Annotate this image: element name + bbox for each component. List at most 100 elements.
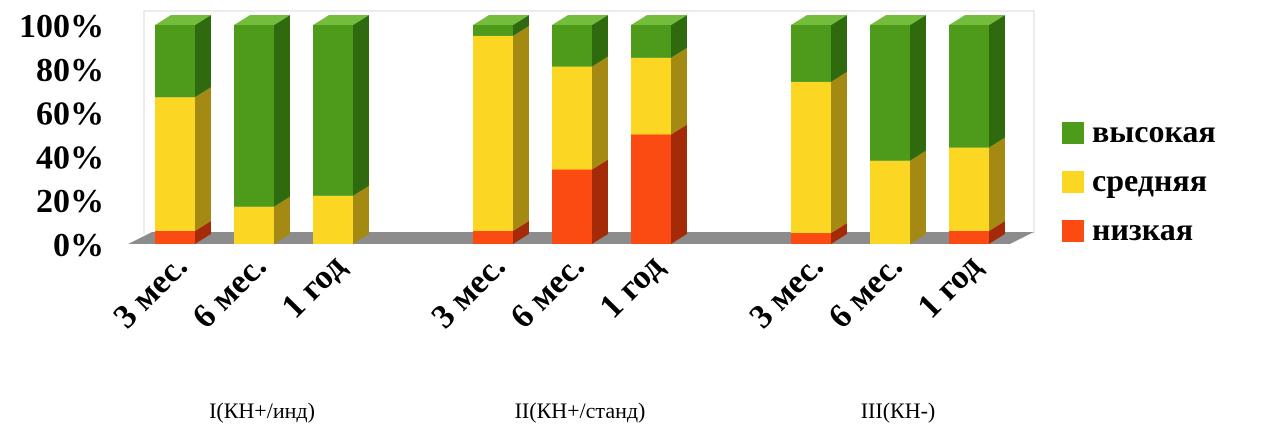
y-tick-label: 100% xyxy=(19,8,104,45)
bar-segment-front xyxy=(313,25,353,196)
bar-segment-front xyxy=(552,66,592,170)
bar-segment xyxy=(791,71,847,234)
bar-segment-side xyxy=(195,15,211,98)
y-tick-label: 60% xyxy=(36,96,104,133)
bar-segment-front xyxy=(631,25,671,58)
bar-segment-front xyxy=(155,97,195,231)
bar-segment-side xyxy=(274,15,290,207)
bar-segment-front xyxy=(949,230,989,244)
bar-segment-side xyxy=(195,220,211,244)
bar-segment-side xyxy=(671,15,687,58)
bar-segment xyxy=(552,159,608,244)
bar-segment-front xyxy=(552,169,592,244)
x-tick-label: 1 год xyxy=(275,247,353,325)
legend-label: низкая xyxy=(1092,211,1193,247)
x-tick-label: 1 год xyxy=(593,247,671,325)
legend-swatch xyxy=(1062,171,1084,193)
legend-item: высокая xyxy=(1062,113,1216,149)
bar-segment-front xyxy=(473,230,513,244)
bar-segment-top xyxy=(234,15,290,25)
bar-segment-front xyxy=(949,25,989,148)
bar-segment-top xyxy=(870,15,926,25)
bar-segment-top xyxy=(313,15,369,25)
x-tick-label: 3 мес. xyxy=(424,247,512,335)
bar-segment-side xyxy=(831,71,847,234)
bar-segment xyxy=(155,87,211,231)
bar-segment-front xyxy=(155,230,195,244)
bar-segment xyxy=(234,15,290,207)
bar-group xyxy=(155,15,369,244)
y-tick-label: 20% xyxy=(36,183,104,220)
bar-segment-side xyxy=(831,15,847,82)
bar-segment-side xyxy=(831,223,847,244)
x-tick-label: 6 мес. xyxy=(503,247,591,335)
bar-segment-side xyxy=(592,15,608,67)
bar-segment-side xyxy=(513,15,529,36)
bar-segment-side xyxy=(195,87,211,231)
bar-group xyxy=(791,15,1005,244)
bar-segment xyxy=(791,223,847,244)
bar-segment-side xyxy=(671,47,687,135)
bar-segment-front xyxy=(313,195,353,244)
group-label: III(КН-) xyxy=(861,398,936,423)
bar-segment-side xyxy=(671,124,687,244)
bar-segment xyxy=(631,124,687,244)
bar-segment xyxy=(552,56,608,170)
legend-label: высокая xyxy=(1092,113,1216,149)
bar-segment-front xyxy=(791,233,831,244)
bar-segment xyxy=(870,15,926,161)
bar-segment-side xyxy=(274,196,290,244)
x-tick-label: 1 год xyxy=(911,247,989,325)
bar-segment-side xyxy=(353,185,369,244)
bar-segment xyxy=(631,15,687,58)
bar-segment xyxy=(949,137,1005,231)
y-tick-label: 40% xyxy=(36,139,104,176)
bar-segment-top xyxy=(552,15,608,25)
bar-segment-side xyxy=(513,220,529,244)
bar-segment xyxy=(473,15,529,36)
bar-segment xyxy=(552,15,608,67)
y-tick-label: 80% xyxy=(36,52,104,89)
bar-segment-front xyxy=(552,25,592,67)
bar-segment-front xyxy=(870,25,910,161)
x-tick-label: 3 мес. xyxy=(742,247,830,335)
bar-segment-top xyxy=(631,15,687,25)
bar-segment-front xyxy=(949,147,989,231)
bar-segment xyxy=(473,220,529,244)
bar-segment-side xyxy=(910,150,926,244)
bar-segment-front xyxy=(791,25,831,82)
bar-segment xyxy=(234,196,290,244)
bar-segment xyxy=(791,15,847,82)
bar-segment xyxy=(870,150,926,244)
bar-segment-side xyxy=(353,15,369,196)
bar-segment xyxy=(313,185,369,244)
x-tick-label: 6 мес. xyxy=(185,247,273,335)
x-tick-label: 6 мес. xyxy=(821,247,909,335)
bar-segment xyxy=(631,47,687,135)
bar-segment-top xyxy=(473,15,529,25)
bar-segment-top xyxy=(949,15,1005,25)
bar-segment xyxy=(313,15,369,196)
legend-item: низкая xyxy=(1062,211,1193,247)
bar-segment-side xyxy=(910,15,926,161)
bar-segment-front xyxy=(234,25,274,207)
group-label: I(КН+/инд) xyxy=(209,398,315,423)
legend-swatch xyxy=(1062,122,1084,144)
bar-segment-front xyxy=(870,160,910,244)
y-axis: 0% 20% 40% 60% 80% 100% xyxy=(19,8,104,264)
chart-back-wall xyxy=(143,10,1035,234)
bar-segment-front xyxy=(631,57,671,135)
bar-segment-front xyxy=(473,35,513,231)
bar-segment xyxy=(155,15,211,98)
bar-segment-side xyxy=(989,220,1005,244)
bar-segment-side xyxy=(989,15,1005,148)
bar-segment-front xyxy=(791,81,831,234)
bar-segment xyxy=(473,25,529,231)
bars-layer xyxy=(155,15,1005,244)
bar-segment-side xyxy=(592,159,608,244)
y-tick-label: 0% xyxy=(53,227,104,264)
bar-segment-side xyxy=(513,25,529,231)
legend-swatch xyxy=(1062,220,1084,242)
bar-group xyxy=(473,15,687,244)
